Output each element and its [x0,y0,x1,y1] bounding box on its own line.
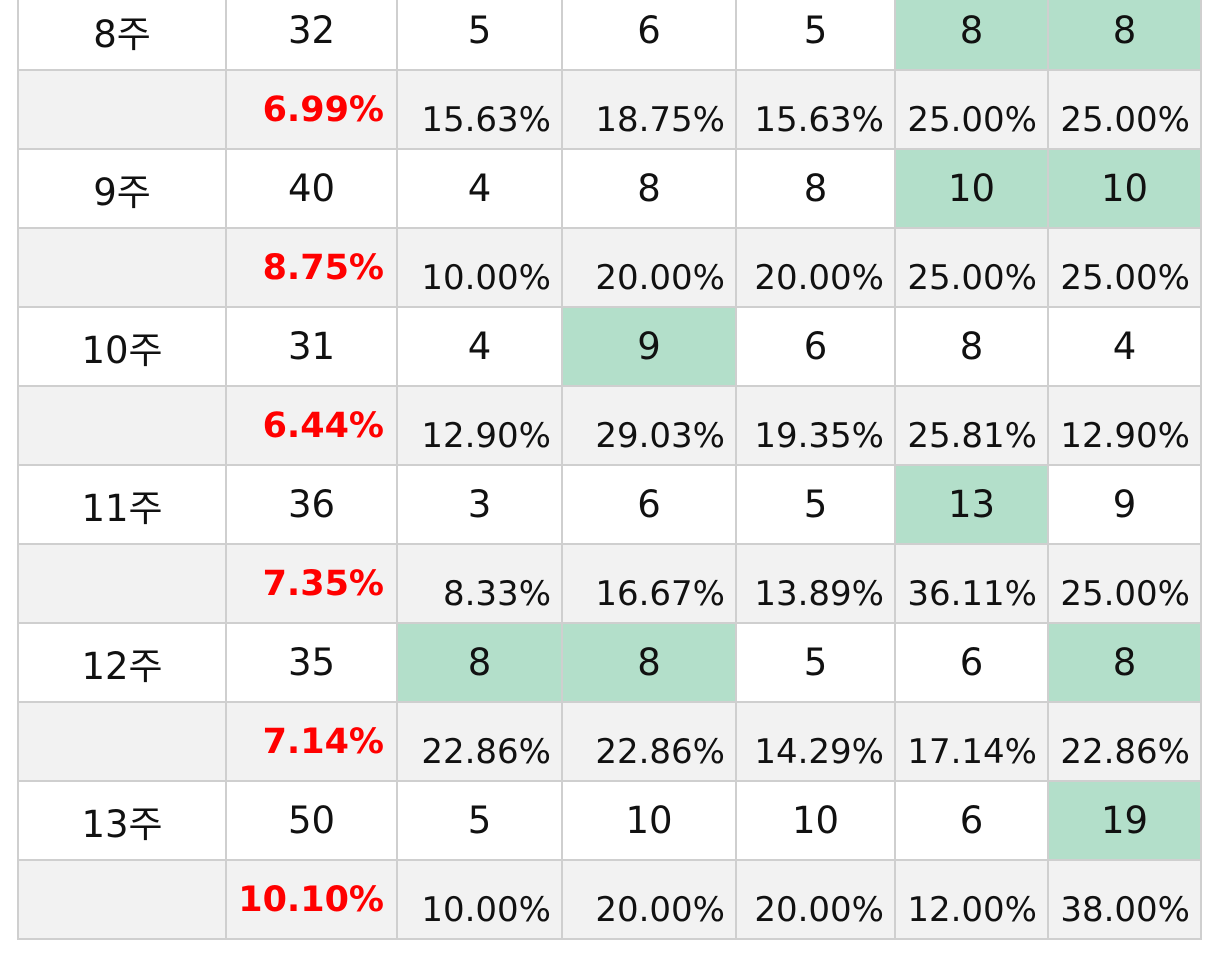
count-cell[interactable]: 4 [396,306,563,387]
total-percent-cell[interactable]: 7.14% [225,701,398,782]
table-row-counts: 13주 50 5 10 10 6 19 [17,780,1202,861]
count-cell[interactable]: 5 [396,780,563,861]
count-cell[interactable]: 9 [561,306,737,387]
total-count-cell[interactable]: 32 [225,0,398,71]
count-cell[interactable]: 8 [1047,0,1202,71]
percent-cell[interactable]: 20.00% [735,859,896,940]
count-cell[interactable]: 5 [735,464,896,545]
total-count-cell[interactable]: 31 [225,306,398,387]
percent-cell[interactable]: 12.90% [1047,385,1202,466]
count-cell[interactable]: 10 [735,780,896,861]
total-count-cell[interactable]: 40 [225,148,398,229]
table-row-percents: 7.14% 22.86% 22.86% 14.29% 17.14% 22.86% [17,701,1202,782]
count-cell[interactable]: 6 [561,464,737,545]
count-cell[interactable]: 8 [396,622,563,703]
percent-cell[interactable]: 15.63% [396,69,563,150]
table-row-percents: 10.10% 10.00% 20.00% 20.00% 12.00% 38.00% [17,859,1202,940]
week-label-cell[interactable]: 13주 [17,780,227,861]
count-cell[interactable]: 8 [561,622,737,703]
week-label-cell[interactable]: 12주 [17,622,227,703]
count-cell[interactable]: 4 [1047,306,1202,387]
table-row-counts: 12주 35 8 8 5 6 8 [17,622,1202,703]
count-cell[interactable]: 8 [561,148,737,229]
total-percent-cell[interactable]: 8.75% [225,227,398,308]
percent-cell[interactable]: 12.00% [894,859,1049,940]
table-row-percents: 6.44% 12.90% 29.03% 19.35% 25.81% 12.90% [17,385,1202,466]
count-cell[interactable]: 5 [735,0,896,71]
week-label-cell[interactable]: 11주 [17,464,227,545]
count-cell[interactable]: 8 [735,148,896,229]
percent-cell[interactable]: 10.00% [396,227,563,308]
count-cell[interactable]: 3 [396,464,563,545]
percent-cell[interactable]: 18.75% [561,69,737,150]
empty-cell[interactable] [17,859,227,940]
percent-cell[interactable]: 20.00% [561,859,737,940]
empty-cell[interactable] [17,69,227,150]
count-cell[interactable]: 6 [894,622,1049,703]
count-cell[interactable]: 9 [1047,464,1202,545]
percent-cell[interactable]: 25.00% [1047,543,1202,624]
count-cell[interactable]: 10 [561,780,737,861]
empty-cell[interactable] [17,701,227,782]
total-count-cell[interactable]: 36 [225,464,398,545]
percent-cell[interactable]: 12.90% [396,385,563,466]
table-row-counts: 8주 32 5 6 5 8 8 [17,0,1202,71]
count-cell[interactable]: 4 [396,148,563,229]
empty-cell[interactable] [17,227,227,308]
count-cell[interactable]: 5 [396,0,563,71]
total-count-cell[interactable]: 50 [225,780,398,861]
percent-cell[interactable]: 16.67% [561,543,737,624]
count-cell[interactable]: 6 [735,306,896,387]
percent-cell[interactable]: 20.00% [735,227,896,308]
percent-cell[interactable]: 15.63% [735,69,896,150]
percent-cell[interactable]: 22.86% [396,701,563,782]
percent-cell[interactable]: 8.33% [396,543,563,624]
percent-cell[interactable]: 25.81% [894,385,1049,466]
table-row-counts: 11주 36 3 6 5 13 9 [17,464,1202,545]
week-label-cell[interactable]: 9주 [17,148,227,229]
total-percent-cell[interactable]: 6.44% [225,385,398,466]
empty-cell[interactable] [17,543,227,624]
percent-cell[interactable]: 19.35% [735,385,896,466]
table-row-percents: 6.99% 15.63% 18.75% 15.63% 25.00% 25.00% [17,69,1202,150]
week-label-cell[interactable]: 8주 [17,0,227,71]
table-body: 8주 32 5 6 5 8 8 6.99% 15.63% 18.75% 15.63% 25.00% 25… [17,0,1202,940]
table-row-percents: 7.35% 8.33% 16.67% 13.89% 36.11% 25.00% [17,543,1202,624]
percent-cell[interactable]: 22.86% [561,701,737,782]
total-percent-cell[interactable]: 7.35% [225,543,398,624]
count-cell[interactable]: 5 [735,622,896,703]
count-cell[interactable]: 19 [1047,780,1202,861]
percent-cell[interactable]: 25.00% [894,69,1049,150]
percent-cell[interactable]: 36.11% [894,543,1049,624]
count-cell[interactable]: 6 [561,0,737,71]
count-cell[interactable]: 8 [894,0,1049,71]
percent-cell[interactable]: 25.00% [894,227,1049,308]
count-cell[interactable]: 8 [1047,622,1202,703]
percent-cell[interactable]: 22.86% [1047,701,1202,782]
percent-cell[interactable]: 17.14% [894,701,1049,782]
count-cell[interactable]: 13 [894,464,1049,545]
count-cell[interactable]: 10 [1047,148,1202,229]
percent-cell[interactable]: 14.29% [735,701,896,782]
table-row-counts: 9주 40 4 8 8 10 10 [17,148,1202,229]
percent-cell[interactable]: 10.00% [396,859,563,940]
count-cell[interactable]: 10 [894,148,1049,229]
percent-cell[interactable]: 20.00% [561,227,737,308]
table-row-percents: 8.75% 10.00% 20.00% 20.00% 25.00% 25.00% [17,227,1202,308]
total-count-cell[interactable]: 35 [225,622,398,703]
weekly-stats-table: 8주 32 5 6 5 8 8 6.99% 15.63% 18.75% 15.63% 25.00% 25… [17,0,1202,940]
count-cell[interactable]: 8 [894,306,1049,387]
percent-cell[interactable]: 25.00% [1047,69,1202,150]
percent-cell[interactable]: 29.03% [561,385,737,466]
percent-cell[interactable]: 13.89% [735,543,896,624]
percent-cell[interactable]: 38.00% [1047,859,1202,940]
total-percent-cell[interactable]: 6.99% [225,69,398,150]
table-row-counts: 10주 31 4 9 6 8 4 [17,306,1202,387]
total-percent-cell[interactable]: 10.10% [225,859,398,940]
empty-cell[interactable] [17,385,227,466]
percent-cell[interactable]: 25.00% [1047,227,1202,308]
count-cell[interactable]: 6 [894,780,1049,861]
week-label-cell[interactable]: 10주 [17,306,227,387]
